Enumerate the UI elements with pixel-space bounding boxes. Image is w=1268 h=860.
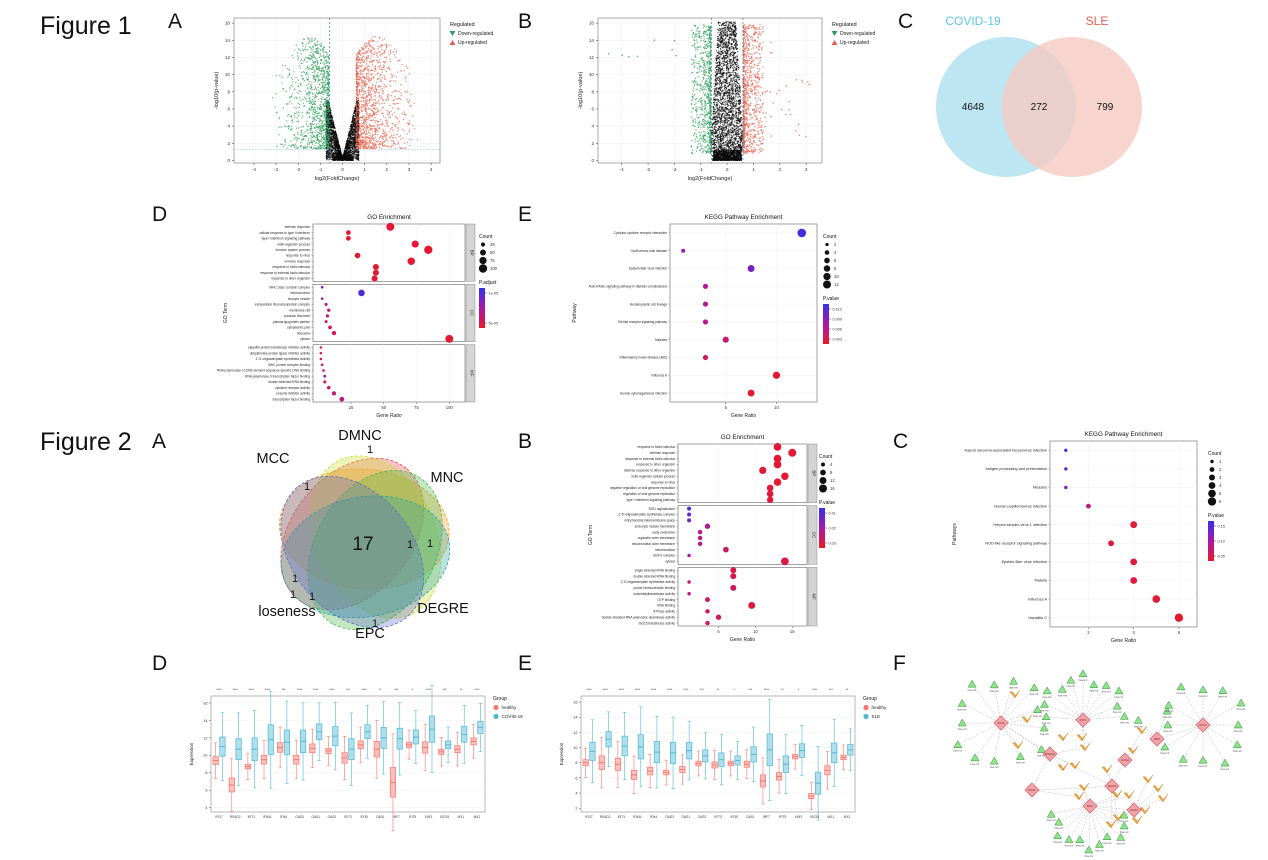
svg-text:16: 16	[225, 21, 231, 26]
svg-text:-log10(p-value): -log10(p-value)	[214, 72, 220, 110]
volcano-plot-covid: -4 -3 -2 -1 0 1 2 3 40246810121416log2(FoldChang…	[214, 17, 494, 182]
panel-letter-1a: A	[168, 10, 183, 33]
svg-text:3: 3	[408, 167, 411, 172]
svg-text:log2(FoldChange): log2(FoldChange)	[315, 176, 360, 182]
panel-letter-1e: E	[518, 203, 533, 226]
boxplot-covid: 46810121416Expression****IFI27****RSAD2*…	[189, 685, 523, 832]
svg-text:12: 12	[225, 55, 231, 60]
volcano-plot-sle: -4 -3 -2 -1 0 1 2 30246810121416log2(FoldChange…	[578, 17, 876, 182]
boxplot-sle: 246810121416Expression****IFI27****RSAD2…	[559, 688, 887, 821]
panel-letter-1b: B	[518, 10, 533, 33]
svg-text:1: 1	[363, 167, 366, 172]
svg-text:4: 4	[430, 167, 433, 172]
svg-text:-4: -4	[252, 167, 257, 172]
kegg-enrichment-plot-1: KEGG Pathway EnrichmentCytokine-cytokine…	[572, 214, 842, 419]
figure1-label: Figure 1	[40, 12, 132, 40]
svg-text:2: 2	[227, 141, 230, 146]
svg-text:14: 14	[225, 38, 231, 43]
svg-text:4: 4	[227, 124, 230, 129]
svg-text:10: 10	[225, 72, 231, 77]
gene-mirna-network: hsa-mirhsa-mirhsa-mirhsa-mirhsa-mirhsa-m…	[953, 669, 1246, 858]
panel-letter-1c: C	[898, 10, 914, 33]
figure2-label: Figure 2	[40, 428, 132, 456]
panel-letter-2d: D	[152, 652, 168, 675]
svg-text:0: 0	[341, 167, 344, 172]
svg-text:-3: -3	[274, 167, 279, 172]
svg-text:-1: -1	[318, 167, 323, 172]
svg-text:8: 8	[227, 89, 230, 94]
panel-letter-2a: A	[152, 430, 167, 453]
svg-text:0: 0	[227, 158, 230, 163]
svg-text:-2: -2	[296, 167, 301, 172]
panel-letter-2c: C	[893, 430, 909, 453]
panel-letter-2b: B	[518, 430, 533, 453]
svg-text:6: 6	[227, 107, 230, 112]
panel-letter-1d: D	[152, 203, 168, 226]
panel-letter-2e: E	[518, 652, 533, 675]
svg-text:2: 2	[386, 167, 389, 172]
panel-letter-2f: F	[893, 652, 906, 675]
